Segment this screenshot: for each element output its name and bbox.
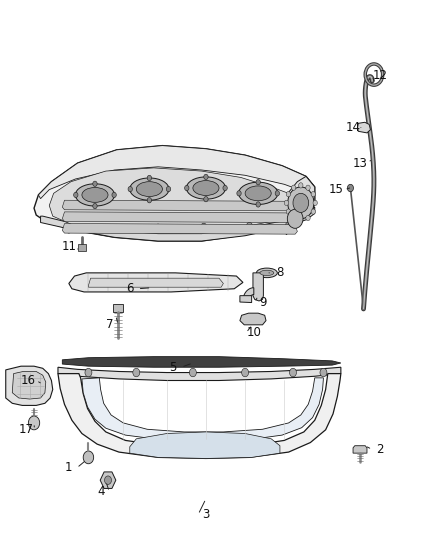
- Circle shape: [320, 368, 327, 377]
- Text: 1: 1: [65, 462, 73, 474]
- Text: 12: 12: [373, 69, 388, 82]
- Circle shape: [306, 215, 310, 221]
- Text: 11: 11: [61, 240, 76, 253]
- Circle shape: [256, 202, 260, 207]
- Circle shape: [275, 191, 279, 196]
- Circle shape: [204, 197, 208, 202]
- Text: 14: 14: [346, 121, 360, 134]
- Circle shape: [85, 368, 92, 377]
- Text: 8: 8: [276, 266, 284, 279]
- Circle shape: [299, 217, 303, 223]
- Polygon shape: [282, 176, 315, 235]
- Polygon shape: [39, 146, 315, 199]
- Circle shape: [291, 215, 296, 221]
- Circle shape: [204, 174, 208, 180]
- Bar: [113, 304, 123, 312]
- Circle shape: [223, 185, 227, 191]
- Circle shape: [311, 209, 315, 214]
- Text: 6: 6: [126, 282, 134, 295]
- Ellipse shape: [186, 177, 226, 199]
- Circle shape: [290, 368, 297, 377]
- Polygon shape: [12, 372, 46, 399]
- Circle shape: [133, 368, 140, 377]
- Circle shape: [284, 200, 289, 206]
- Polygon shape: [41, 207, 315, 241]
- Circle shape: [185, 185, 189, 191]
- Circle shape: [93, 181, 97, 187]
- Circle shape: [299, 183, 303, 188]
- Polygon shape: [243, 288, 254, 301]
- Polygon shape: [69, 273, 243, 292]
- Text: 9: 9: [259, 296, 266, 309]
- Polygon shape: [62, 200, 297, 211]
- Circle shape: [347, 184, 353, 192]
- Polygon shape: [240, 296, 252, 303]
- Ellipse shape: [245, 186, 271, 201]
- Polygon shape: [62, 357, 341, 367]
- Circle shape: [286, 191, 290, 197]
- Text: 15: 15: [329, 183, 344, 196]
- Circle shape: [66, 225, 72, 233]
- Ellipse shape: [193, 181, 219, 196]
- Polygon shape: [62, 212, 297, 222]
- Circle shape: [105, 476, 112, 484]
- Circle shape: [287, 209, 303, 228]
- Circle shape: [128, 187, 132, 192]
- Circle shape: [311, 191, 315, 197]
- Polygon shape: [34, 146, 315, 241]
- Circle shape: [291, 185, 296, 190]
- Circle shape: [256, 180, 260, 185]
- Circle shape: [166, 187, 171, 192]
- Ellipse shape: [256, 268, 277, 278]
- Text: 2: 2: [376, 443, 384, 456]
- Ellipse shape: [136, 182, 162, 197]
- Circle shape: [28, 416, 40, 430]
- Circle shape: [201, 223, 207, 231]
- Polygon shape: [49, 168, 297, 232]
- Circle shape: [288, 187, 314, 219]
- Polygon shape: [130, 432, 280, 458]
- Polygon shape: [82, 378, 323, 440]
- Circle shape: [293, 193, 309, 213]
- Ellipse shape: [130, 178, 169, 200]
- Circle shape: [286, 209, 290, 214]
- Polygon shape: [353, 446, 367, 453]
- Bar: [78, 244, 86, 251]
- Polygon shape: [253, 273, 263, 301]
- Polygon shape: [58, 367, 341, 381]
- Circle shape: [83, 451, 94, 464]
- Circle shape: [313, 200, 318, 206]
- Circle shape: [147, 175, 152, 181]
- Ellipse shape: [75, 184, 115, 206]
- Polygon shape: [240, 313, 266, 325]
- Text: 5: 5: [170, 361, 177, 374]
- Circle shape: [242, 368, 249, 377]
- Ellipse shape: [239, 182, 278, 205]
- Polygon shape: [357, 122, 371, 133]
- Circle shape: [147, 198, 152, 203]
- Circle shape: [286, 222, 292, 229]
- Circle shape: [155, 224, 161, 231]
- Circle shape: [247, 222, 253, 230]
- Circle shape: [93, 204, 97, 209]
- Ellipse shape: [82, 188, 108, 203]
- Ellipse shape: [260, 270, 274, 276]
- Polygon shape: [58, 374, 341, 458]
- Circle shape: [107, 225, 113, 232]
- Circle shape: [74, 192, 78, 198]
- Polygon shape: [88, 278, 223, 287]
- Circle shape: [306, 185, 310, 190]
- Text: 16: 16: [21, 374, 36, 387]
- Polygon shape: [62, 223, 297, 234]
- Circle shape: [237, 191, 241, 196]
- Text: 17: 17: [19, 423, 34, 437]
- Polygon shape: [6, 366, 53, 406]
- Text: 4: 4: [98, 486, 105, 498]
- Text: 3: 3: [202, 508, 210, 521]
- Text: 13: 13: [353, 157, 368, 169]
- Circle shape: [189, 368, 196, 377]
- Circle shape: [112, 192, 116, 198]
- Text: 10: 10: [247, 326, 261, 340]
- Text: 7: 7: [106, 318, 114, 332]
